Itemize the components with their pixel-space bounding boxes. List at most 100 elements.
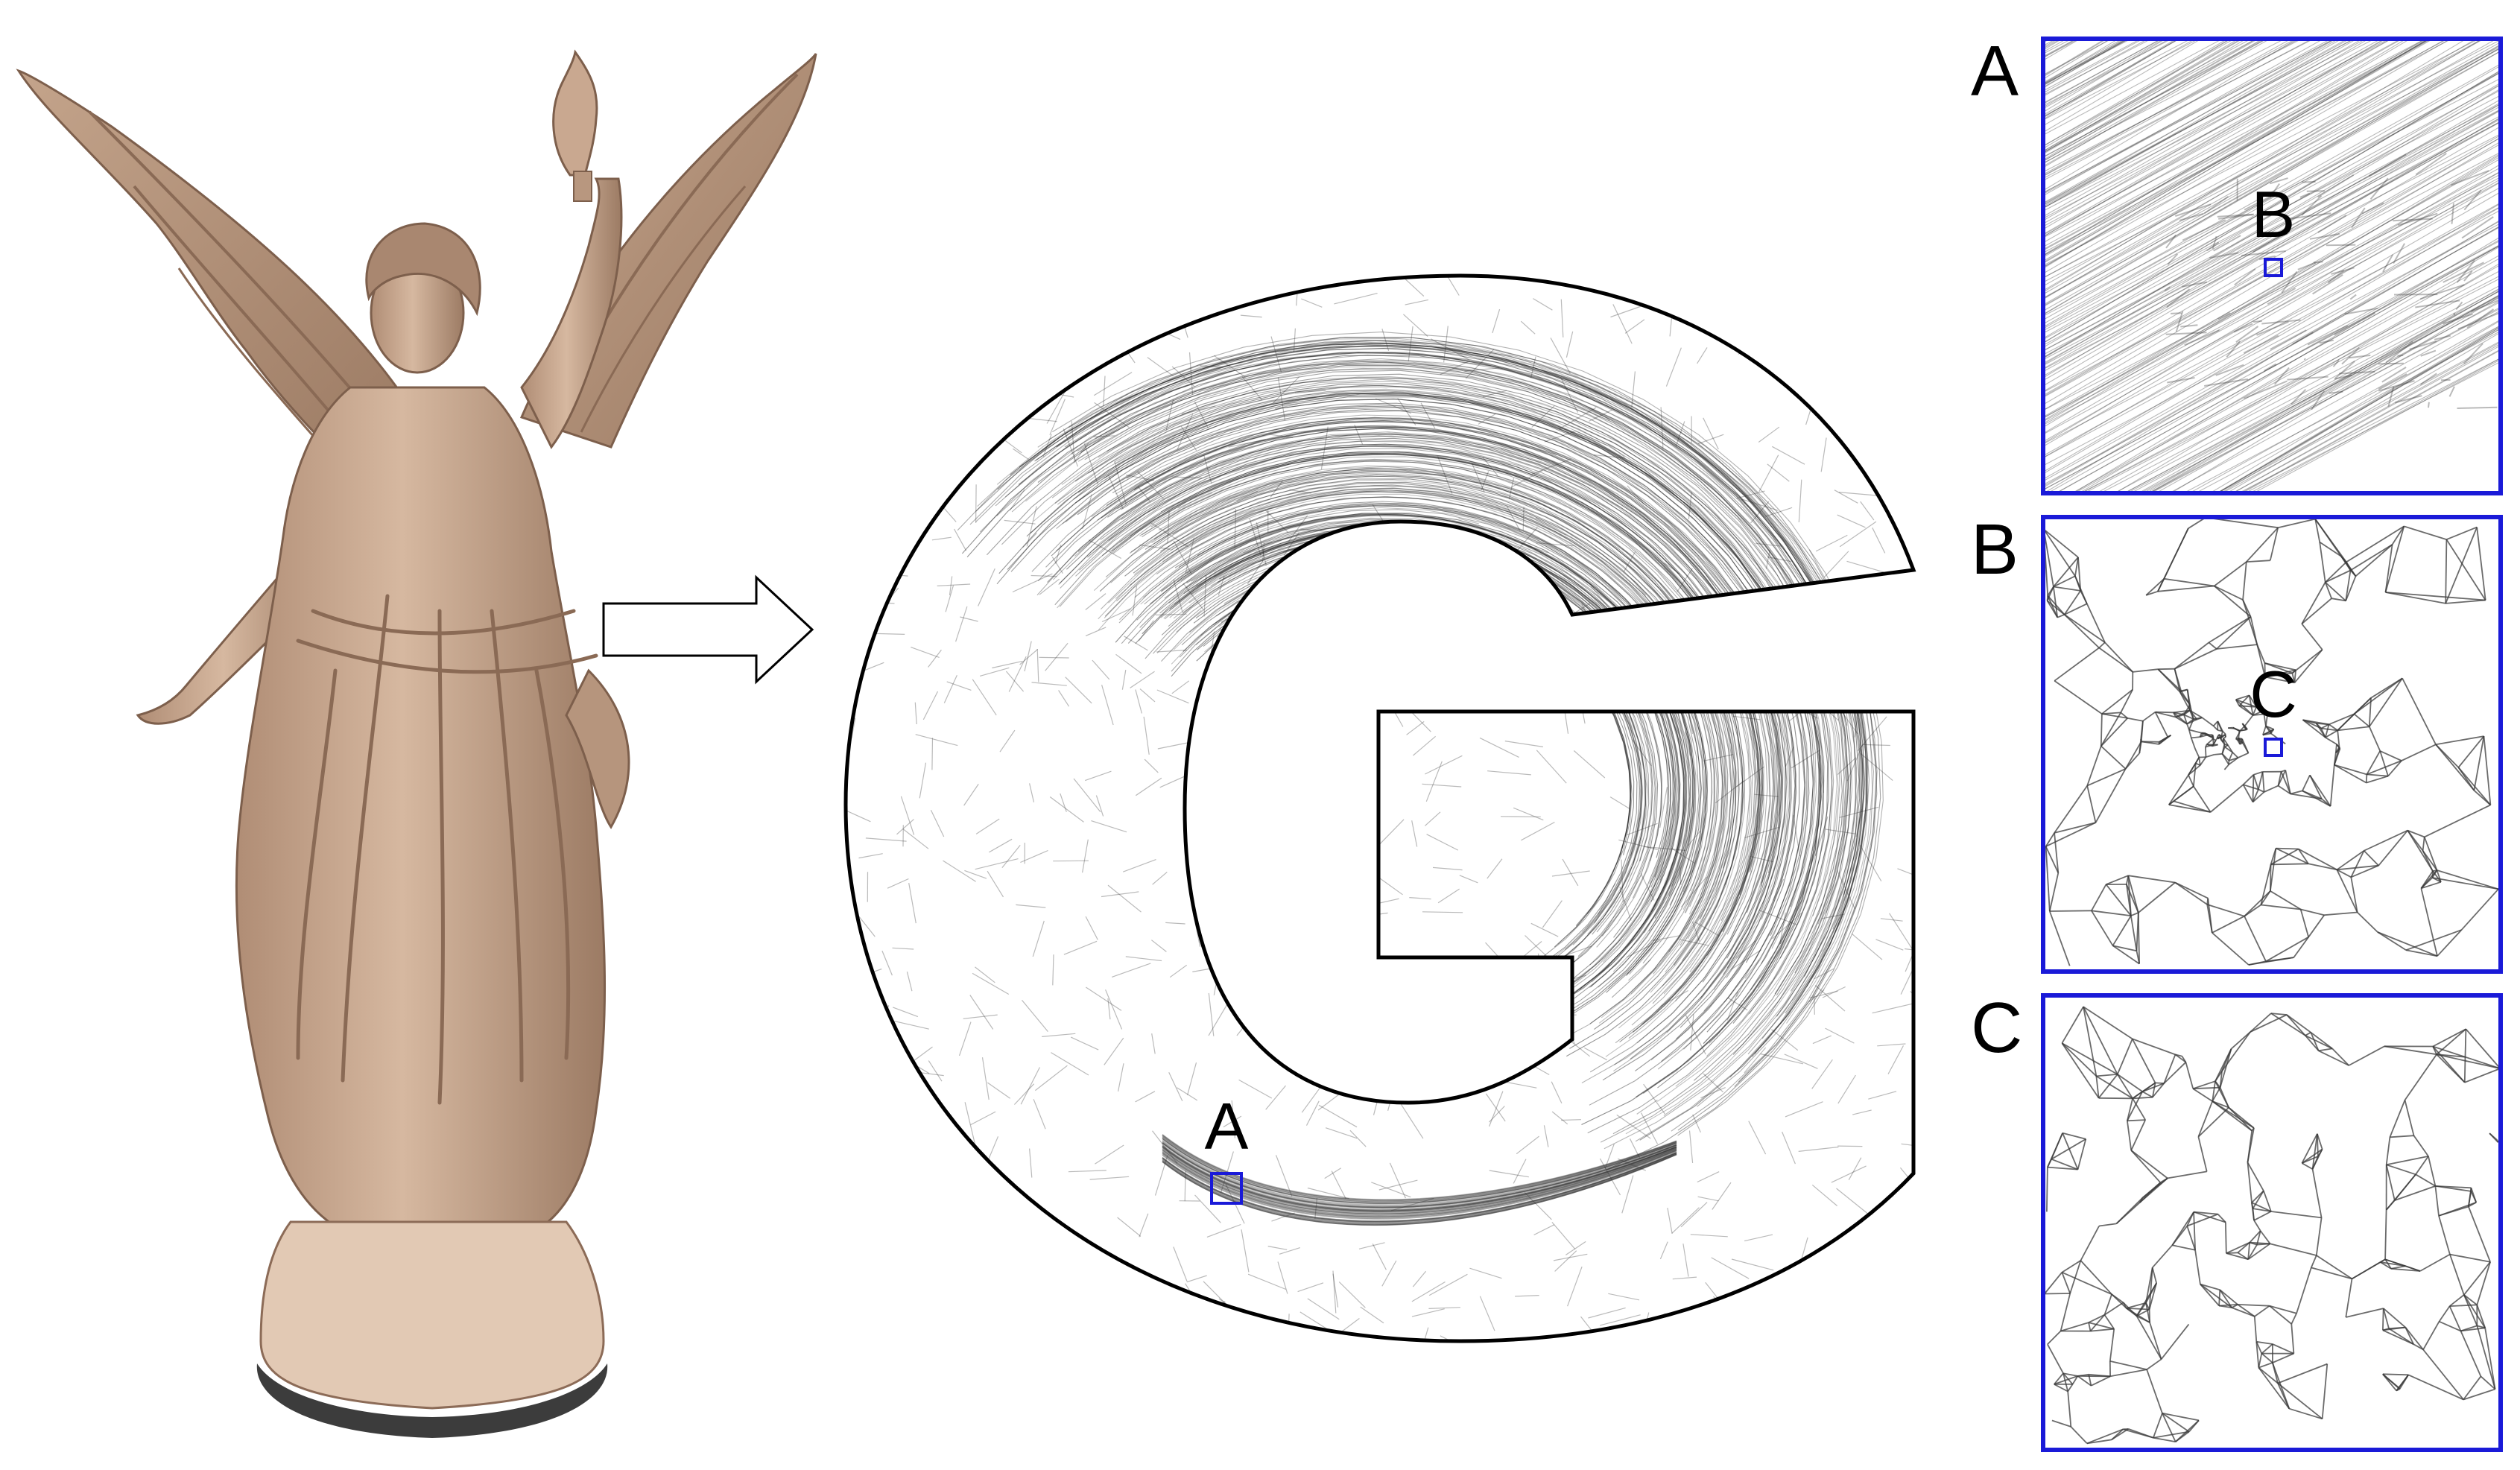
mesh-edge — [1540, 656, 1549, 698]
mesh-edge — [943, 281, 969, 306]
mesh-edge — [1095, 1145, 1124, 1164]
mesh-edge — [2253, 772, 2262, 775]
mesh-edge — [1247, 638, 1279, 659]
mesh-edge — [2048, 1331, 2061, 1345]
mesh-edge — [2405, 1328, 2423, 1350]
mesh-edge — [890, 561, 895, 586]
mesh-edge — [909, 883, 916, 923]
mesh-edge — [1241, 627, 1265, 634]
mesh-edge — [1320, 678, 1343, 701]
mesh-edge — [1207, 669, 1229, 700]
mesh-edge — [864, 601, 894, 603]
mesh-edge — [2168, 1171, 2207, 1178]
mesh-edge — [2471, 1188, 2476, 1203]
mesh-edge — [2214, 754, 2222, 755]
mesh-edge — [1837, 1146, 1862, 1147]
mesh-edge — [2052, 1421, 2071, 1427]
mesh-edge — [1284, 634, 1309, 667]
mesh-edge — [2012, 0, 2520, 174]
inset-c-label: C — [1971, 992, 2022, 1064]
mesh-edge — [925, 1323, 937, 1359]
mesh-edge — [1382, 1346, 1412, 1357]
mesh-edge — [1783, 351, 1806, 375]
mesh-edge — [2062, 1133, 2086, 1139]
mesh-edge — [1136, 778, 1162, 796]
mesh-edge — [1823, 1267, 1855, 1287]
mesh-edge — [1668, 688, 1708, 697]
mesh-stream — [1203, 575, 1637, 981]
mesh-edge — [898, 388, 936, 411]
mesh-stream — [1136, 528, 1685, 989]
mesh-edge — [1813, 1036, 1832, 1044]
mesh-edge — [2273, 1344, 2294, 1354]
mesh-edge — [905, 295, 937, 315]
mesh-edge — [1047, 332, 1085, 343]
mesh-edge — [1218, 834, 1233, 859]
mesh-edge — [2215, 586, 2251, 617]
mesh-edge — [1917, 484, 1940, 514]
mesh-edge — [1668, 1208, 1672, 1234]
mesh-edge — [2127, 1120, 2145, 1121]
mesh-edge — [928, 1201, 948, 1240]
mesh-edge — [2428, 1156, 2435, 1186]
mesh-edge — [1712, 1258, 1750, 1279]
mesh-edge — [866, 838, 907, 841]
mesh-edge — [2199, 758, 2200, 766]
mesh-edge — [1339, 953, 1360, 975]
mesh-stream — [1060, 444, 1763, 872]
mesh-edge — [1118, 1063, 1124, 1092]
mesh-edge — [1177, 1088, 1197, 1100]
mesh-edge — [1638, 618, 1656, 633]
mesh-edge — [1816, 535, 1847, 551]
mesh-edge — [1013, 449, 1028, 459]
mesh-edge — [1382, 1261, 1396, 1286]
mesh-edge — [1512, 698, 1529, 708]
mesh-edge — [1000, 730, 1015, 752]
mesh-edge — [2089, 1322, 2090, 1331]
mesh-edge — [1245, 606, 1253, 644]
mesh-edge — [2050, 911, 2070, 966]
mesh-edge — [1158, 742, 1190, 749]
mesh-edge — [912, 1318, 922, 1356]
mesh-edge — [2317, 1217, 2322, 1255]
mesh-edge — [1852, 1110, 1872, 1115]
mesh-edge — [2319, 1051, 2349, 1065]
mesh-edge — [1390, 1163, 1405, 1198]
mesh-edge — [859, 467, 874, 499]
mesh-edge — [2256, 1342, 2273, 1344]
mesh-edge — [1440, 620, 1460, 643]
mesh-edge — [1693, 1314, 1715, 1315]
mesh-edge — [2445, 601, 2486, 603]
mesh-edge — [2188, 775, 2194, 786]
mesh-edge — [1039, 657, 1069, 658]
mesh-edge — [1136, 1297, 1164, 1311]
mesh-stream — [1215, 531, 1675, 887]
mesh-edge — [2191, 737, 2200, 738]
mesh-edge — [1834, 344, 1841, 366]
mesh-edge — [2206, 755, 2215, 757]
mesh-edge — [2461, 889, 2498, 930]
mesh-edge — [2238, 1305, 2270, 1306]
mesh-edge — [1884, 688, 1924, 700]
mesh-edge — [1487, 859, 1502, 878]
mesh-edge — [1124, 322, 1130, 352]
mesh-edge — [1852, 327, 1856, 352]
mesh-edge — [2133, 669, 2158, 672]
mesh-edge — [1875, 379, 1900, 386]
mesh-edge — [2228, 728, 2234, 729]
mesh-edge — [1160, 776, 1186, 788]
mesh-edge — [2308, 915, 2324, 937]
mesh-edge — [1438, 889, 1460, 903]
mesh-edge — [2224, 764, 2229, 770]
mesh-edge — [857, 1118, 875, 1152]
mesh-edge — [1165, 922, 1185, 924]
mesh-edge — [1918, 1252, 1937, 1267]
mesh-edge — [916, 735, 958, 746]
mesh-edge — [1914, 797, 1931, 821]
mesh-edge — [1412, 820, 1417, 846]
mesh-edge — [1136, 1092, 1156, 1102]
mesh-edge — [2012, 0, 2520, 36]
mesh-stream — [1130, 454, 1759, 1042]
mesh-edge — [1086, 987, 1121, 1010]
